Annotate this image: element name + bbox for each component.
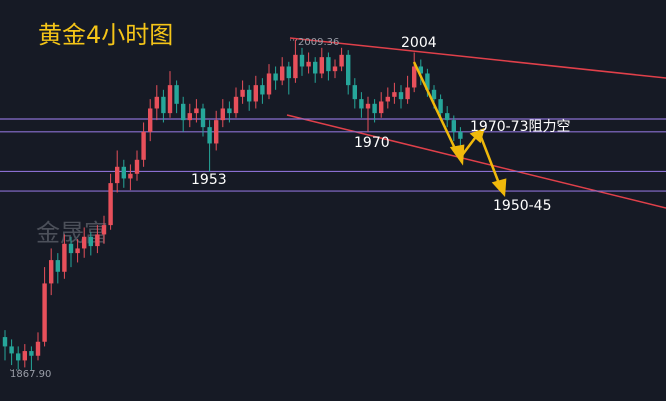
candle-body [319,57,324,74]
candle-body [260,85,265,95]
candle-body [42,283,47,342]
candle-body [181,103,186,121]
candle-body [68,243,74,254]
candle-body [313,61,318,74]
candle-body [29,351,34,356]
candle-body [207,127,212,144]
annotation: 1953 [191,172,227,188]
candle-body [134,159,140,174]
candle-body [9,346,14,354]
candle-body [35,341,41,356]
candle-body [372,103,377,114]
candle-body [379,101,384,114]
annotation: 2004 [401,35,437,51]
candle-body [240,89,245,97]
annotation: 1950-45 [493,198,552,214]
candle-body [352,85,357,100]
trend-line [286,114,666,209]
candle-body [445,113,450,121]
candle-body [405,87,410,100]
candle-body [174,85,179,104]
candle-body [299,54,305,67]
annotation: 1970 [354,135,390,151]
trend-line [289,37,666,79]
candle-body [438,99,443,114]
candle-body [49,260,54,284]
candle-body [266,73,272,95]
candle-body [326,57,331,72]
arrows [412,61,507,198]
candle-body [167,85,173,114]
candle-body [346,54,351,86]
candle-body [161,96,166,114]
annotation: 2009.36 [298,37,339,48]
candle-body [141,131,146,160]
candle-body [95,234,100,247]
candle-body [214,120,219,144]
candle-body [55,260,60,272]
candle-body [253,85,258,102]
candle-body [425,73,430,90]
candle-body [75,248,80,254]
candle-body [121,166,126,179]
candle-body [412,66,417,88]
candle-body [418,66,423,74]
candle-body [431,89,437,100]
candle-body [392,92,397,97]
candle-body [227,108,232,114]
candle-body [451,120,456,132]
candle-body [398,92,404,100]
candle-body [187,113,192,121]
candle-body [82,236,87,249]
candle-body [200,108,206,128]
candle-body [458,131,463,139]
candle-body [62,243,67,272]
candle-body [16,353,21,361]
candle-body [306,61,311,67]
candle-body [273,73,278,81]
candle-body [220,108,225,121]
candle-body [148,108,153,132]
candle-body [247,89,252,102]
candle-body [332,66,338,72]
candle-body [385,96,390,102]
chart-title: 黄金4小时图 [38,21,173,49]
candle-body [359,99,364,109]
candle-body [286,66,291,79]
candle-body [293,54,298,79]
candle-body [2,337,8,347]
candle-body [339,54,344,67]
candle-body [365,103,371,109]
candle-body [101,225,107,235]
candle-body [108,183,113,226]
candle-body [154,96,159,109]
annotation: 1867.90 [10,369,51,380]
annotation: 1970-73阻力空 [470,119,571,135]
candle-body [115,166,120,184]
candle-body [233,96,239,114]
candle-body [88,236,93,247]
candle-body [194,108,199,114]
candle-body [280,66,285,81]
candle-body [22,351,27,361]
candle-body [128,173,133,179]
